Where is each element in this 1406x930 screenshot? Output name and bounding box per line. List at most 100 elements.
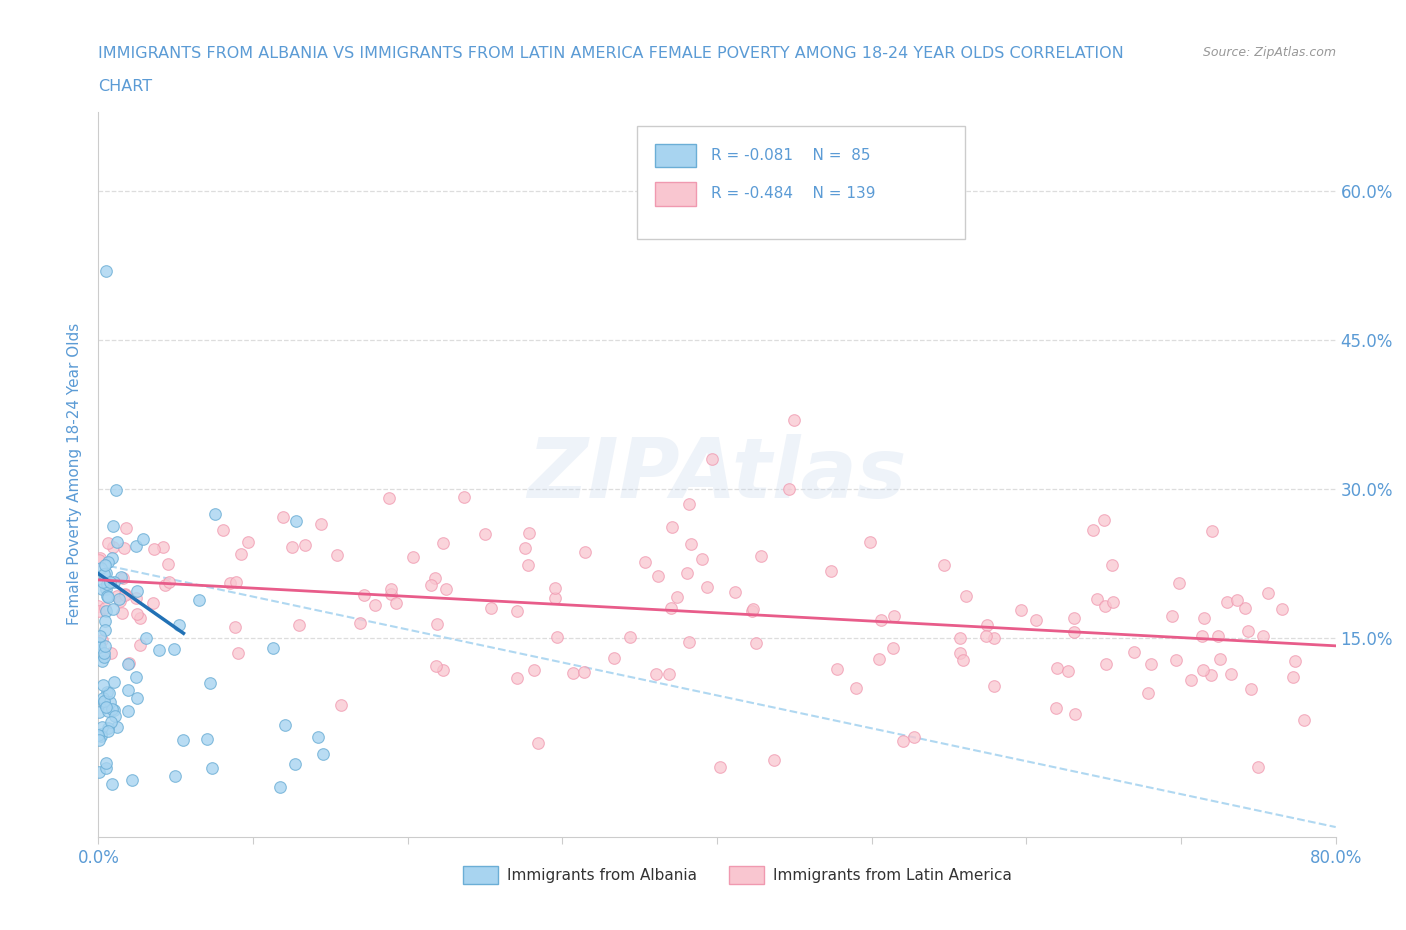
Point bbox=[89, 552, 111, 567]
Point bbox=[426, 617, 449, 631]
Point bbox=[1251, 629, 1274, 644]
Point bbox=[1247, 760, 1270, 775]
Point bbox=[89, 640, 111, 655]
Point bbox=[420, 578, 443, 592]
Point bbox=[97, 721, 120, 736]
Point bbox=[204, 507, 226, 522]
Point bbox=[224, 619, 246, 634]
Point bbox=[94, 601, 117, 616]
Point bbox=[1219, 667, 1241, 682]
Point bbox=[100, 777, 122, 791]
Point bbox=[572, 665, 595, 680]
Point bbox=[474, 526, 496, 541]
Point bbox=[100, 715, 122, 730]
Point bbox=[1025, 613, 1047, 628]
Point bbox=[883, 608, 905, 623]
Point bbox=[647, 568, 669, 583]
Point bbox=[91, 678, 114, 693]
Point bbox=[479, 601, 502, 616]
Point bbox=[678, 634, 700, 649]
Point bbox=[124, 591, 146, 605]
Point bbox=[167, 618, 190, 632]
Point bbox=[932, 557, 955, 572]
Point bbox=[103, 702, 125, 717]
Point bbox=[114, 588, 136, 603]
Text: CHART: CHART bbox=[98, 79, 152, 94]
Point bbox=[974, 629, 997, 644]
Point bbox=[212, 522, 235, 537]
Point bbox=[91, 690, 114, 705]
Point bbox=[1063, 625, 1085, 640]
Point bbox=[125, 583, 148, 598]
Point bbox=[309, 516, 332, 531]
Point bbox=[132, 531, 155, 546]
Point bbox=[96, 577, 118, 591]
Point bbox=[903, 730, 925, 745]
Point bbox=[226, 645, 249, 660]
Point bbox=[93, 696, 115, 711]
Point bbox=[661, 520, 683, 535]
Point bbox=[269, 780, 291, 795]
Point bbox=[124, 538, 146, 553]
Point bbox=[294, 538, 316, 552]
Point bbox=[1102, 595, 1125, 610]
Point bbox=[89, 604, 111, 618]
Point bbox=[104, 709, 127, 724]
Text: Immigrants from Albania: Immigrants from Albania bbox=[506, 868, 697, 883]
Point bbox=[1095, 657, 1118, 671]
Point bbox=[825, 662, 848, 677]
Point bbox=[329, 698, 352, 712]
Point bbox=[87, 636, 110, 651]
Point bbox=[98, 694, 121, 709]
Point bbox=[1081, 523, 1104, 538]
Point bbox=[91, 581, 114, 596]
Point bbox=[349, 616, 371, 631]
Point bbox=[97, 590, 120, 604]
Point bbox=[93, 649, 115, 664]
Point bbox=[1168, 576, 1191, 591]
Point bbox=[162, 642, 184, 657]
Point bbox=[97, 554, 120, 569]
Point bbox=[105, 589, 128, 604]
Point bbox=[574, 544, 596, 559]
Point bbox=[201, 761, 224, 776]
Point bbox=[135, 631, 157, 645]
Point bbox=[1166, 652, 1188, 667]
Point bbox=[96, 684, 118, 699]
Point bbox=[741, 602, 763, 617]
Point bbox=[101, 701, 124, 716]
Point bbox=[101, 539, 124, 554]
Point bbox=[94, 639, 117, 654]
Point bbox=[219, 576, 242, 591]
Point bbox=[453, 489, 475, 504]
Point bbox=[94, 699, 117, 714]
Point bbox=[117, 704, 139, 719]
Point bbox=[696, 579, 718, 594]
Point bbox=[1292, 712, 1315, 727]
Point bbox=[100, 645, 122, 660]
Point bbox=[745, 636, 768, 651]
Point bbox=[229, 546, 252, 561]
Point bbox=[506, 671, 529, 685]
Point bbox=[96, 263, 118, 278]
Point bbox=[870, 613, 893, 628]
FancyBboxPatch shape bbox=[655, 182, 696, 206]
Point bbox=[98, 575, 121, 590]
Point bbox=[96, 536, 118, 551]
Point bbox=[1284, 653, 1306, 668]
Point bbox=[619, 630, 641, 644]
Point bbox=[976, 618, 998, 632]
Point bbox=[262, 640, 284, 655]
Point bbox=[1101, 557, 1123, 572]
Point bbox=[425, 570, 447, 585]
Point bbox=[678, 497, 700, 512]
Point bbox=[527, 736, 550, 751]
Point bbox=[1206, 629, 1229, 644]
Point bbox=[96, 761, 118, 776]
Point bbox=[783, 412, 806, 427]
Point bbox=[94, 557, 117, 572]
Point bbox=[148, 643, 170, 658]
Point bbox=[104, 482, 127, 497]
Point bbox=[94, 623, 117, 638]
Point bbox=[105, 720, 128, 735]
